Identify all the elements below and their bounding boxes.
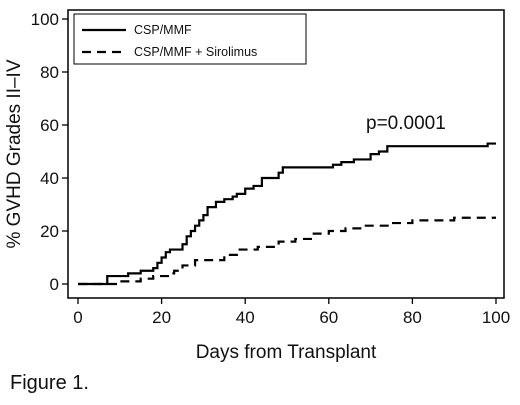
y-tick-label: 60 [40,116,59,135]
y-tick-label: 100 [31,10,59,29]
legend-label-csp-mmf: CSP/MMF [134,23,192,37]
plot-frame [67,9,505,299]
x-tick-label: 20 [152,308,171,327]
x-tick-label: 80 [403,308,422,327]
ticks: 0 20 40 60 80 100 0 20 40 60 80 100 [31,10,511,327]
series-line-csp-mmf-sirolimus [78,216,496,286]
x-tick-label: 40 [236,308,255,327]
p-value-annotation: p=0.0001 [366,113,446,134]
y-tick-label: 80 [40,63,59,82]
legend-box [73,13,307,65]
chart: 0 20 40 60 80 100 0 20 40 60 80 100 CSP/MMF CSP/MMF… [4,9,511,363]
legend-label-csp-mmf-sirolimus: CSP/MMF + Sirolimus [134,45,257,59]
series-line-csp-mmf [78,142,496,286]
x-tick-label: 100 [482,308,510,327]
legend: CSP/MMF CSP/MMF + Sirolimus [73,13,307,65]
x-tick-label: 60 [319,308,338,327]
x-tick-label: 0 [73,308,82,327]
figure-caption: Figure 1. [10,372,89,394]
y-tick-label: 0 [50,275,59,294]
x-axis-title: Days from Transplant [196,342,377,363]
plot-area-border [67,9,505,299]
y-tick-label: 20 [40,222,59,241]
y-axis-title: % GVHD Grades II–IV [4,59,25,248]
series-layer [78,142,496,286]
y-tick-label: 40 [40,169,59,188]
